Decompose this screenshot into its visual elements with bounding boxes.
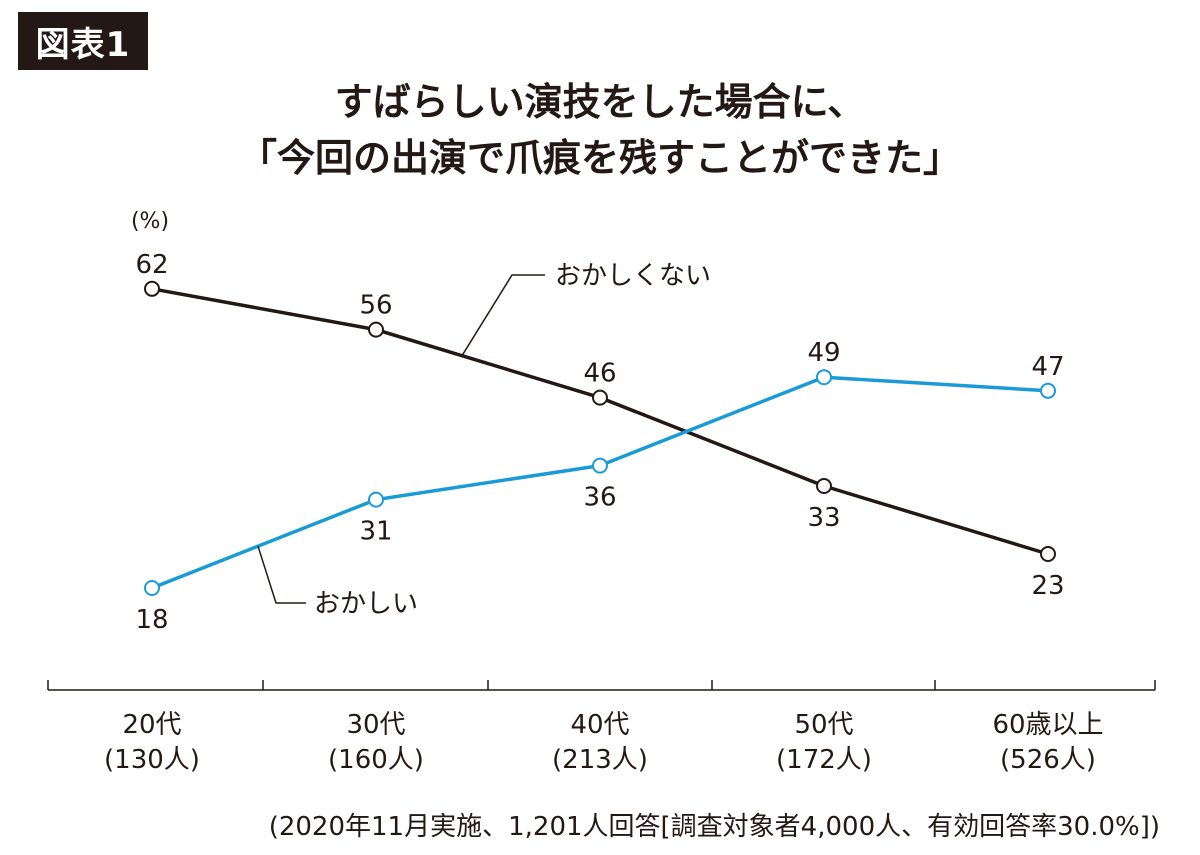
x-tick-sublabel: (213人) [552, 745, 648, 775]
survey-footnote: (2020年11月実施、1,201人回答[調査対象者4,000人、有効回答率30… [268, 812, 1160, 842]
x-tick-label: 20代 [122, 710, 181, 740]
series-name-label: おかしい [314, 589, 418, 619]
data-point [1040, 546, 1056, 562]
data-point [144, 280, 160, 297]
data-label: 47 [1031, 352, 1064, 382]
x-tick-sublabel: (130人) [104, 745, 200, 775]
x-tick-sublabel: (160人) [328, 745, 424, 775]
data-point [368, 491, 384, 508]
series-callout-leader [257, 545, 306, 604]
y-axis-unit-label: (%) [131, 209, 169, 234]
data-label: 56 [359, 291, 392, 321]
line-chart: 20代 (130人) 30代 (160人) 40代 (213人) 50代 (172人) 60歳以… [47, 209, 1156, 775]
data-label: 46 [583, 359, 616, 389]
x-tick-label: 30代 [346, 710, 405, 740]
data-point [368, 321, 384, 338]
data-point [816, 369, 832, 386]
data-label: 31 [359, 517, 392, 547]
data-point [592, 389, 608, 406]
data-label: 33 [807, 503, 840, 533]
x-tick-sublabel: (526人) [1000, 745, 1096, 775]
data-point [144, 580, 160, 596]
data-label: 18 [135, 605, 168, 635]
x-tick-sublabel: (172人) [776, 745, 872, 775]
data-label: 49 [807, 338, 840, 368]
data-label: 62 [135, 250, 168, 280]
chart-title-line-1: すばらしい演技をした場合に、 [334, 80, 866, 124]
data-label: 23 [1031, 571, 1064, 601]
series-line-0 [151, 287, 1049, 556]
figure-badge: 図表1 [18, 12, 148, 70]
x-tick-label: 60歳以上 [992, 710, 1103, 740]
data-label: 36 [583, 483, 616, 513]
series-name-label: おかしくない [555, 261, 711, 291]
data-point [816, 478, 832, 494]
data-point [592, 457, 608, 474]
series-callout-leader [461, 274, 545, 357]
chart-title-line-2: 「今回の出演で爪痕を残すことができた」 [238, 136, 961, 180]
x-tick-label: 40代 [570, 710, 629, 740]
x-tick-label: 50代 [794, 710, 853, 740]
data-point [1040, 382, 1056, 399]
